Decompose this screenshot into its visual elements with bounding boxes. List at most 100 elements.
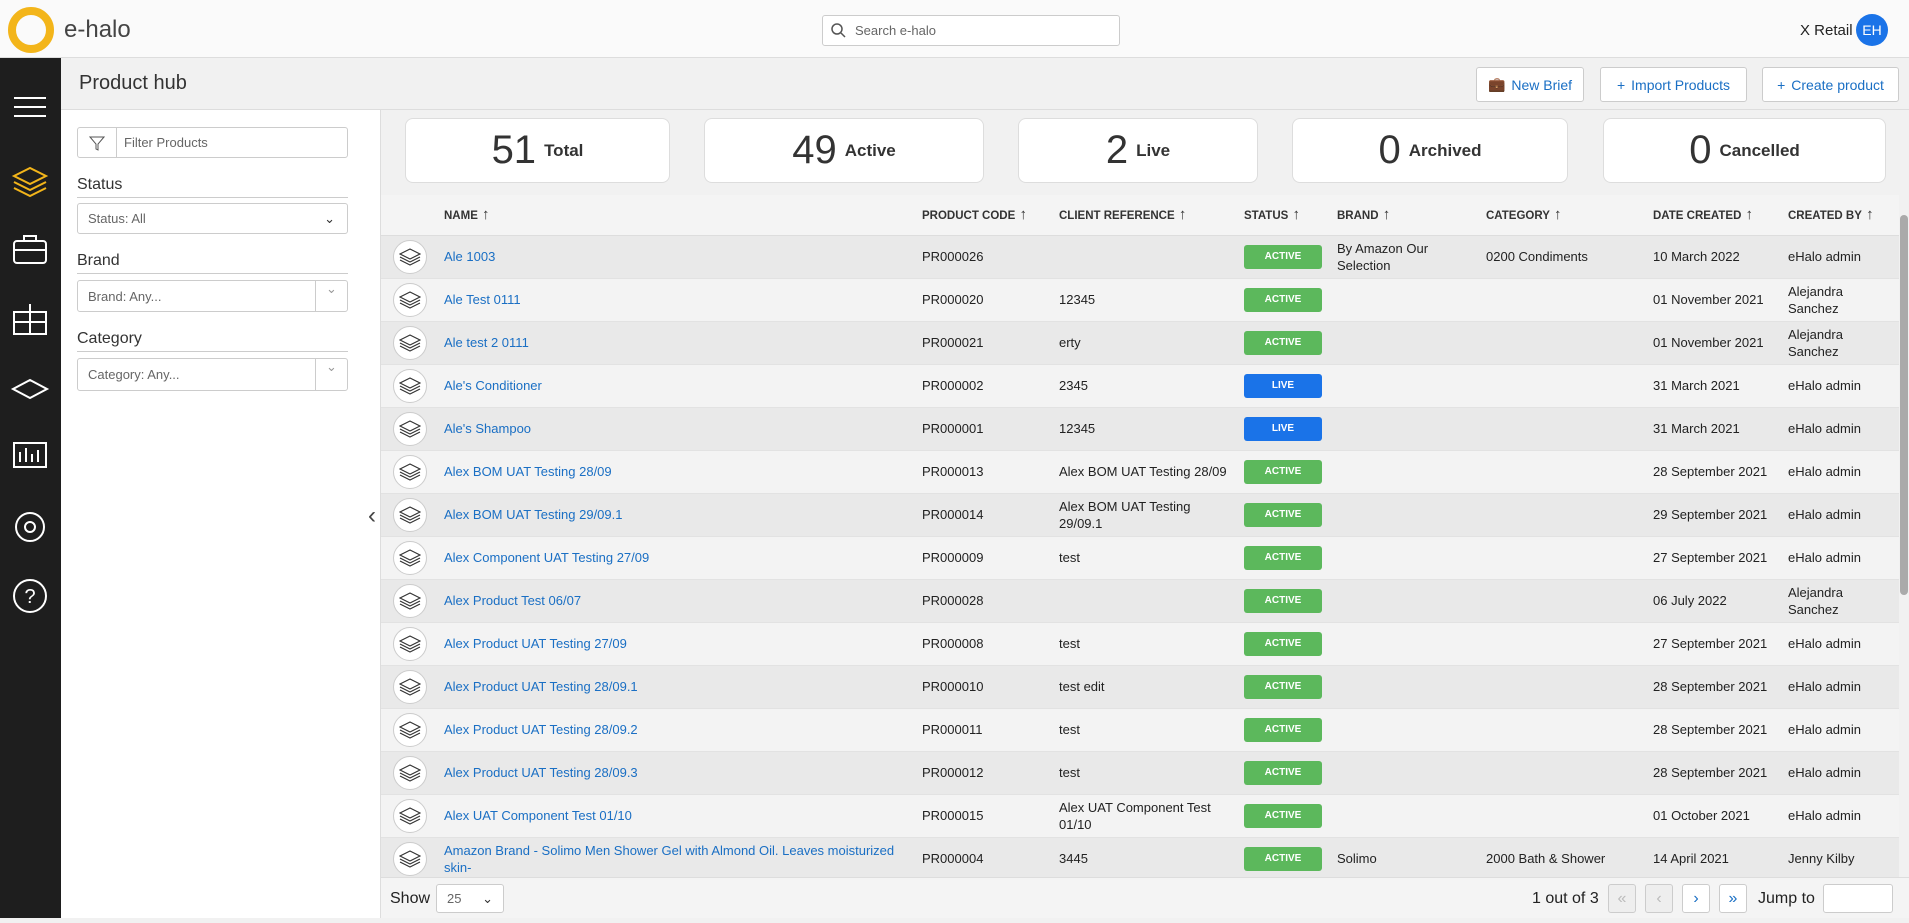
table-row[interactable]: Ale's Shampoo PR000001 12345 LIVE 31 March 2… <box>381 407 1899 451</box>
product-name-link[interactable]: Alex Product UAT Testing 28/09.1 <box>444 679 638 694</box>
stat-card[interactable]: 0 Cancelled <box>1603 118 1886 183</box>
row-icon-cell <box>381 794 440 838</box>
column-header[interactable]: CLIENT REFERENCE ↑ <box>1055 195 1240 236</box>
product-name-link[interactable]: Alex BOM UAT Testing 29/09.1 <box>444 507 623 522</box>
stat-card[interactable]: 0 Archived <box>1292 118 1568 183</box>
search-icon <box>831 23 846 38</box>
table-row[interactable]: Alex BOM UAT Testing 29/09.1 PR000014 Alex… <box>381 493 1899 537</box>
column-header[interactable]: CATEGORY ↑ <box>1482 195 1649 236</box>
product-name-link[interactable]: Alex Product UAT Testing 28/09.2 <box>444 722 638 737</box>
table-cell: test <box>1055 708 1240 752</box>
table-row[interactable]: Ale 1003 PR000026 ACTIVE By Amazon Our Sele… <box>381 235 1899 279</box>
new-brief-button[interactable]: 💼 New Brief <box>1476 67 1584 102</box>
table-row[interactable]: Alex Component UAT Testing 27/09 PR000009… <box>381 536 1899 580</box>
table-cell <box>1333 579 1482 623</box>
filter-input[interactable]: Filter Products <box>77 127 348 158</box>
table-cell <box>1482 407 1649 451</box>
status-badge: ACTIVE <box>1244 760 1322 785</box>
table-row[interactable]: Amazon Brand - Solimo Men Shower Gel wit… <box>381 837 1899 877</box>
product-name-link[interactable]: Ale Test 0111 <box>444 292 521 307</box>
search-box[interactable]: Search e-halo <box>822 15 1120 46</box>
table-row[interactable]: Alex Product UAT Testing 28/09.3 PR000012… <box>381 751 1899 795</box>
product-name-link[interactable]: Alex Product Test 06/07 <box>444 593 582 608</box>
product-name-link[interactable]: Alex Component UAT Testing 27/09 <box>444 550 650 565</box>
status-select[interactable]: Status: All ⌄ <box>77 203 348 234</box>
table-cell: Alex BOM UAT Testing 28/09 <box>440 450 918 494</box>
table-cell: LIVE <box>1240 364 1333 408</box>
cell-text: 2345 <box>1059 378 1088 393</box>
cell-text: 2000 Bath & Shower <box>1486 851 1606 866</box>
column-title: BRAND <box>1337 210 1379 223</box>
brand-select[interactable]: Brand: Any... ⌄ <box>77 280 348 312</box>
last-page[interactable]: » <box>1719 884 1747 913</box>
product-name-link[interactable]: Ale 1003 <box>444 249 496 264</box>
table-cell <box>1482 321 1649 365</box>
column-header[interactable]: DATE CREATED ↑ <box>1649 195 1784 236</box>
jump-input[interactable] <box>1823 884 1893 913</box>
create-button[interactable]: + Create product <box>1762 67 1899 102</box>
page-size-select[interactable]: 25 ⌄ <box>436 884 504 913</box>
row-icon-cell <box>381 622 440 666</box>
collapse-arrow[interactable]: ‹ <box>368 502 376 529</box>
cell-text: eHalo admin <box>1788 421 1861 436</box>
cell-text: Alejandra Sanchez <box>1788 283 1843 316</box>
column-header[interactable]: PRODUCT CODE ↑ <box>918 195 1055 236</box>
column-header[interactable]: STATUS ↑ <box>1240 195 1333 236</box>
column-header[interactable]: CREATED BY ↑ <box>1784 195 1899 236</box>
product-name-link[interactable]: Alex BOM UAT Testing 28/09 <box>444 464 612 479</box>
product-name-link[interactable]: Ale's Conditioner <box>444 378 542 393</box>
row-icon-cell <box>381 407 440 451</box>
product-name-link[interactable]: Amazon Brand - Solimo Men Shower Gel wit… <box>444 842 895 875</box>
row-icon-cell <box>381 493 440 537</box>
scrollbar[interactable] <box>1899 195 1909 877</box>
table-cell: 28 September 2021 <box>1649 450 1784 494</box>
table-cell: 06 July 2022 <box>1649 579 1784 623</box>
product-name-link[interactable]: Alex Product UAT Testing 27/09 <box>444 636 627 651</box>
avatar[interactable]: EH <box>1856 14 1888 46</box>
table-row[interactable]: Alex BOM UAT Testing 28/09 PR000013 Alex B… <box>381 450 1899 494</box>
product-icon <box>393 325 427 360</box>
product-name-link[interactable]: Alex UAT Component Test 01/10 <box>444 808 632 823</box>
column-header[interactable]: BRAND ↑ <box>1333 195 1482 236</box>
table-cell <box>1333 407 1482 451</box>
stat-card[interactable]: 49 Active <box>704 118 984 183</box>
table-cell: test <box>1055 622 1240 666</box>
table-cell: 01 October 2021 <box>1649 794 1784 838</box>
table-row[interactable]: Ale Test 0111 PR000020 12345 ACTIVE 01 Novem… <box>381 278 1899 322</box>
cell-text: 01 November 2021 <box>1653 292 1764 307</box>
cell-text: Alex BOM UAT Testing 29/09.1 <box>1059 498 1191 531</box>
table-cell: Alex BOM UAT Testing 28/09 <box>1055 450 1240 494</box>
import-button[interactable]: + Import Products <box>1600 67 1747 102</box>
account-name[interactable]: X Retail <box>1800 22 1853 39</box>
cell-text: 27 September 2021 <box>1653 550 1768 565</box>
column-header[interactable]: NAME ↑ <box>440 195 918 236</box>
cell-text: test <box>1059 636 1080 651</box>
table-cell: 31 March 2021 <box>1649 407 1784 451</box>
cell-text: eHalo admin <box>1788 765 1861 780</box>
stat-card[interactable]: 51 Total <box>405 118 670 183</box>
table-row[interactable]: Ale test 2 0111 PR000021 erty ACTIVE 01 Nove… <box>381 321 1899 365</box>
product-name-link[interactable]: Alex Product UAT Testing 28/09.3 <box>444 765 638 780</box>
category-select[interactable]: Category: Any... ⌄ <box>77 358 348 391</box>
table-row[interactable]: Alex UAT Component Test 01/10 PR000015 Ale… <box>381 794 1899 838</box>
first-page[interactable]: « <box>1608 884 1636 913</box>
table-row[interactable]: Alex Product UAT Testing 27/09 PR000008 te… <box>381 622 1899 666</box>
filter-panel: Filter Products Status Status: All ⌄ Bran… <box>61 110 381 918</box>
table-row[interactable]: Ale's Conditioner PR000002 2345 LIVE 31 Marc… <box>381 364 1899 408</box>
stat-card[interactable]: 2 Live <box>1018 118 1258 183</box>
next-page[interactable]: › <box>1682 884 1710 913</box>
status-badge: ACTIVE <box>1244 545 1322 570</box>
product-icon <box>393 540 427 575</box>
table-cell <box>1333 622 1482 666</box>
status-badge: ACTIVE <box>1244 502 1322 527</box>
table-row[interactable]: Alex Product Test 06/07 PR000028 ACTIVE 06 … <box>381 579 1899 623</box>
show-label: Show <box>390 890 431 907</box>
product-name-link[interactable]: Ale test 2 0111 <box>444 335 529 350</box>
prev-page[interactable]: ‹ <box>1645 884 1673 913</box>
cell-text: eHalo admin <box>1788 464 1861 479</box>
table-row[interactable]: Alex Product UAT Testing 28/09.2 PR000011… <box>381 708 1899 752</box>
product-name-link[interactable]: Ale's Shampoo <box>444 421 532 436</box>
status-badge: ACTIVE <box>1244 803 1322 828</box>
table-cell: ACTIVE <box>1240 751 1333 795</box>
table-row[interactable]: Alex Product UAT Testing 28/09.1 PR000010… <box>381 665 1899 709</box>
